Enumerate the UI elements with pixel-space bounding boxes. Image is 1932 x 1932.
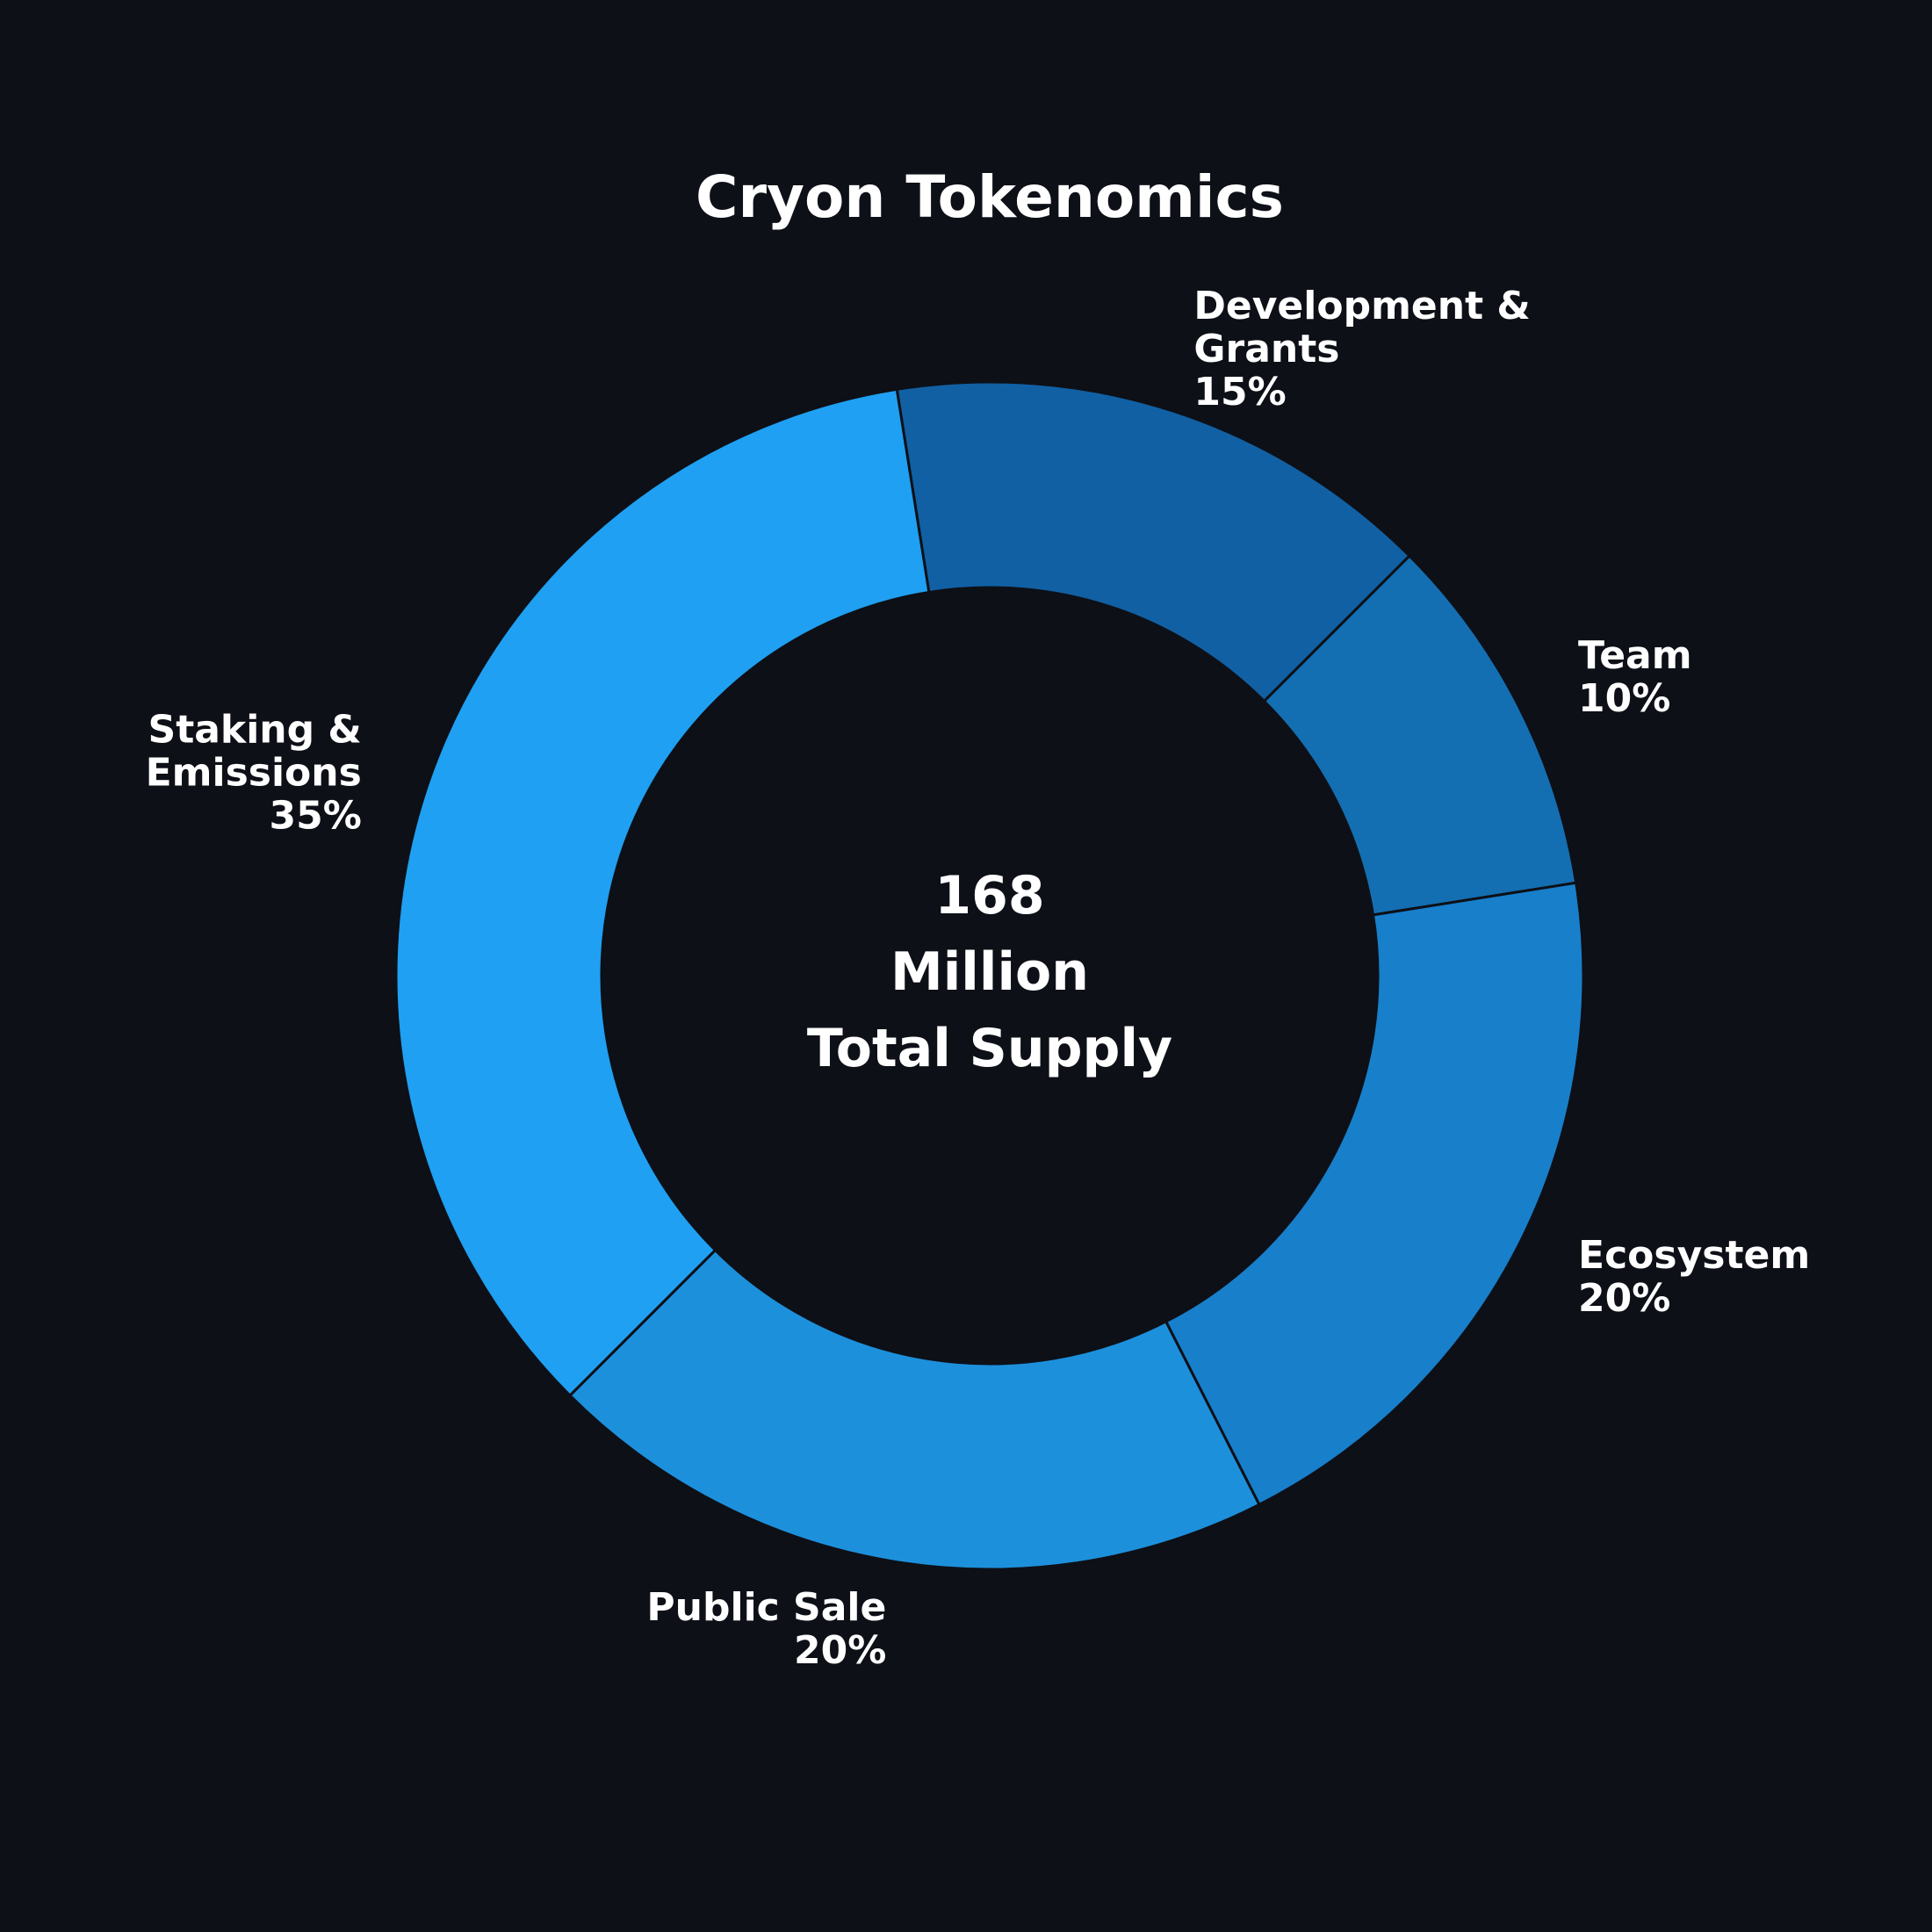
- label-development-and-grants: Development & Grants 15%: [1193, 284, 1530, 415]
- label-name: Ecosystem: [1578, 1233, 1810, 1278]
- label-name: Grants: [1193, 327, 1339, 371]
- label-name: Public Sale: [646, 1585, 886, 1630]
- label-percent: 35%: [269, 794, 361, 839]
- label-name: Team: [1578, 633, 1692, 678]
- label-percent: 20%: [1578, 1276, 1670, 1321]
- center-total-value: 168: [934, 865, 1044, 926]
- label-percent: 10%: [1578, 676, 1670, 721]
- slice-staking-and-emissions: [394, 387, 931, 1398]
- center-label: 168 Million Total Supply: [807, 865, 1172, 1079]
- center-total-unit: Million: [890, 941, 1089, 1003]
- labels-group: Development & Grants 15%Team 10%Ecosystem 20…: [146, 284, 1811, 1673]
- label-name: Staking &: [148, 708, 362, 753]
- label-staking-and-emissions: Staking & Emissions 35%: [146, 708, 362, 839]
- label-name: Emissions: [146, 751, 362, 796]
- slice-development-and-grants: [895, 380, 1412, 703]
- label-percent: 20%: [794, 1628, 886, 1673]
- slice-public-sale: [567, 1248, 1261, 1571]
- chart-title: Cryon Tokenomics: [696, 163, 1284, 231]
- slice-ecosystem: [1164, 881, 1585, 1507]
- label-percent: 15%: [1193, 370, 1286, 415]
- label-name: Development &: [1193, 284, 1530, 328]
- label-team: Team 10%: [1578, 633, 1692, 721]
- slices-group: [394, 380, 1585, 1571]
- center-total-caption: Total Supply: [807, 1018, 1172, 1079]
- label-ecosystem: Ecosystem 20%: [1578, 1233, 1810, 1321]
- label-public-sale: Public Sale 20%: [646, 1585, 886, 1673]
